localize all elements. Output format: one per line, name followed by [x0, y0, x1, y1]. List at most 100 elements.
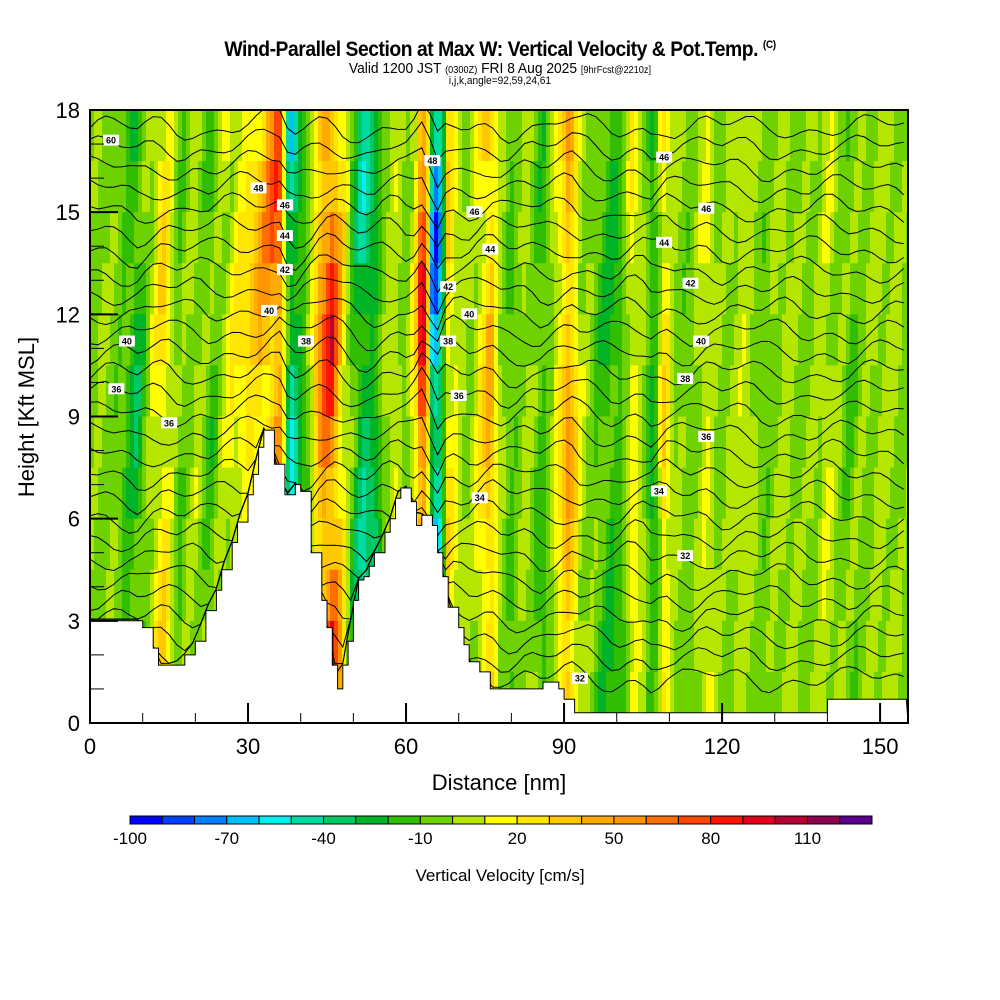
field-cell: [666, 620, 671, 673]
field-cell: [490, 161, 495, 213]
field-cell: [430, 314, 435, 366]
field-cell: [598, 518, 603, 571]
field-cell: [214, 161, 219, 213]
field-cell: [282, 365, 287, 417]
field-cell: [870, 416, 875, 469]
field-cell: [102, 569, 107, 622]
field-cell: [174, 416, 179, 469]
field-cell: [114, 263, 119, 315]
field-cell: [206, 518, 211, 571]
field-cell: [794, 212, 799, 264]
field-cell: [898, 212, 903, 264]
field-cell: [318, 467, 323, 520]
field-cell: [646, 110, 651, 162]
field-cell: [486, 212, 491, 264]
contour-label-text: 42: [685, 279, 695, 289]
colorbar-tick-label: 20: [508, 829, 527, 848]
field-cell: [114, 212, 119, 264]
field-cell: [206, 416, 211, 469]
field-cell: [238, 212, 243, 264]
field-cell: [678, 416, 683, 469]
field-cell: [662, 263, 667, 315]
field-cell: [850, 467, 855, 520]
field-cell: [634, 569, 639, 622]
field-cell: [202, 212, 207, 264]
field-cell: [550, 212, 555, 264]
field-cell: [370, 161, 375, 213]
field-cell: [798, 212, 803, 264]
field-cell: [530, 518, 535, 571]
field-cell: [622, 467, 627, 520]
field-cell: [730, 467, 735, 520]
field-cell: [878, 569, 883, 622]
field-cell: [510, 263, 515, 315]
field-cell: [566, 161, 571, 213]
field-cell: [902, 671, 907, 723]
field-cell: [666, 365, 671, 417]
field-cell: [290, 263, 295, 315]
field-cell: [414, 212, 419, 264]
field-cell: [634, 314, 639, 366]
contour-label-text: 36: [454, 391, 464, 401]
field-cell: [482, 110, 487, 162]
field-cell: [150, 518, 155, 571]
field-cell: [614, 518, 619, 571]
field-cell: [638, 569, 643, 622]
field-cell: [390, 263, 395, 315]
field-cell: [814, 314, 819, 366]
field-cell: [162, 110, 167, 162]
field-cell: [702, 161, 707, 213]
field-cell: [646, 212, 651, 264]
field-cell: [594, 620, 599, 673]
field-cell: [446, 110, 451, 162]
field-cell: [130, 365, 135, 417]
field-cell: [690, 518, 695, 571]
field-cell: [330, 416, 335, 469]
field-cell: [350, 110, 355, 162]
field-cell: [838, 671, 843, 723]
field-cell: [286, 263, 291, 315]
field-cell: [582, 569, 587, 622]
field-cell: [222, 110, 227, 162]
field-cell: [502, 569, 507, 622]
field-cell: [354, 416, 359, 469]
field-cell: [342, 110, 347, 162]
field-cell: [98, 416, 103, 469]
field-cell: [394, 314, 399, 366]
field-cell: [434, 467, 439, 520]
field-cell: [630, 263, 635, 315]
field-cell: [638, 365, 643, 417]
field-cell: [874, 110, 879, 162]
field-cell: [366, 110, 371, 162]
field-cell: [206, 212, 211, 264]
field-cell: [254, 416, 259, 469]
contour-label: 46: [466, 206, 483, 218]
field-cell: [522, 518, 527, 571]
field-cell: [498, 161, 503, 213]
field-cell: [854, 416, 859, 469]
field-cell: [758, 467, 763, 520]
colorbar-segment: [161, 815, 196, 825]
field-cell: [554, 569, 559, 622]
field-cell: [410, 212, 415, 264]
colorbar-segment: [129, 815, 163, 825]
field-cell: [482, 161, 487, 213]
field-cell: [178, 365, 183, 417]
field-cell: [650, 263, 655, 315]
field-cell: [718, 416, 723, 469]
field-cell: [218, 518, 223, 571]
field-cell: [766, 161, 771, 213]
field-cell: [426, 365, 431, 417]
field-cell: [754, 569, 759, 622]
field-cell: [158, 416, 163, 469]
field-cell: [222, 212, 227, 264]
field-cell: [254, 212, 259, 264]
field-cell: [490, 314, 495, 366]
field-cell: [814, 416, 819, 469]
field-cell: [302, 212, 307, 264]
contour-label-text: 32: [680, 551, 690, 561]
field-cell: [646, 569, 651, 622]
colorbar-segment: [355, 815, 389, 825]
field-cell: [190, 212, 195, 264]
field-cell: [570, 671, 575, 723]
